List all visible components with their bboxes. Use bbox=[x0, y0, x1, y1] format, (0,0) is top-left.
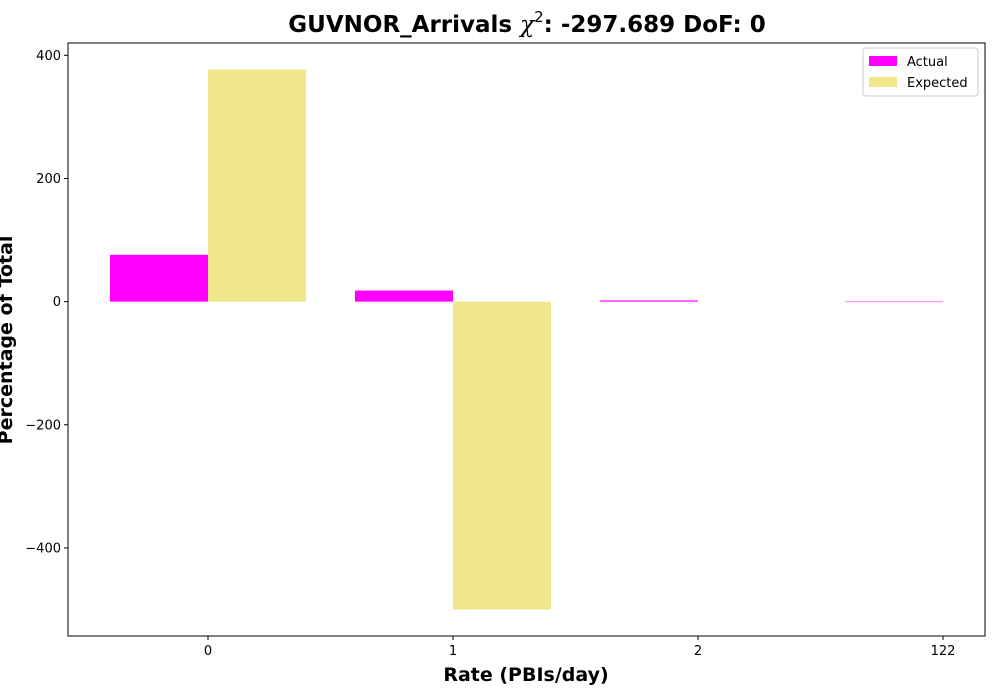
x-tick-label: 0 bbox=[204, 644, 212, 659]
plot-frame bbox=[67, 42, 986, 637]
x-tick-label: 1 bbox=[449, 644, 457, 659]
legend: Actual Expected bbox=[862, 47, 979, 97]
legend-label-actual: Actual bbox=[907, 55, 948, 70]
y-axis-label: Percentage of Total bbox=[0, 236, 17, 445]
x-axis-label: Rate (PBIs/day) bbox=[443, 664, 608, 686]
legend-swatch-actual bbox=[869, 56, 897, 66]
x-tick-label: 122 bbox=[931, 644, 956, 659]
legend-label-expected: Expected bbox=[907, 76, 968, 91]
x-axis-ticks: 0 1 2 122 bbox=[204, 636, 956, 659]
bars-group bbox=[110, 69, 943, 610]
y-axis-ticks: 400 200 0 −200 −400 bbox=[25, 49, 68, 556]
x-tick-label: 2 bbox=[694, 644, 702, 659]
bar-actual-1 bbox=[355, 290, 453, 302]
y-tick-label: −200 bbox=[25, 418, 61, 433]
bar-actual-2 bbox=[600, 300, 698, 302]
chart-title: GUVNOR_Arrivals χ2: -297.689 DoF: 0 bbox=[288, 8, 765, 38]
bar-actual-0 bbox=[110, 254, 208, 302]
y-tick-label: 400 bbox=[36, 49, 61, 64]
y-tick-label: 0 bbox=[53, 295, 61, 310]
bar-expected-0 bbox=[208, 69, 306, 302]
bar-expected-1 bbox=[453, 301, 551, 610]
y-tick-label: −400 bbox=[25, 541, 61, 556]
legend-swatch-expected bbox=[869, 77, 897, 87]
bar-actual-122 bbox=[845, 301, 943, 303]
y-tick-label: 200 bbox=[36, 172, 61, 187]
